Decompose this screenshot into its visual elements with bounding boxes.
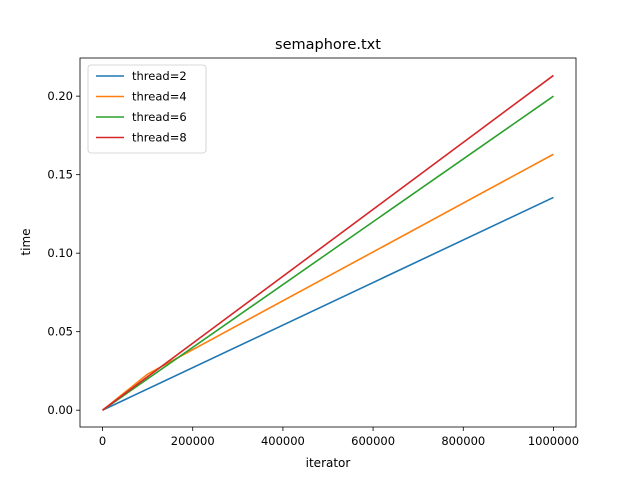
y-tick-label: 0.20	[47, 89, 73, 103]
x-tick-label: 800000	[441, 434, 485, 448]
x-tick-label: 600000	[351, 434, 395, 448]
x-axis-label: iterator	[306, 456, 351, 470]
axes: 0 200000 400000 600000 800000 1000000 0.00 0.05…	[47, 57, 579, 448]
y-tick-label: 0.05	[47, 325, 73, 339]
series-lines	[102, 74, 554, 411]
x-tick-label: 200000	[171, 434, 215, 448]
y-tick-label: 0.00	[47, 403, 73, 417]
legend: thread=2 thread=4 thread=6 thread=8	[87, 64, 207, 154]
plot-frame	[79, 57, 577, 428]
legend-label-4: thread=8	[132, 131, 187, 145]
legend-label-2: thread=4	[132, 90, 187, 104]
legend-label-3: thread=6	[132, 110, 187, 124]
x-tick-label: 0	[99, 434, 106, 448]
series-line-4	[102, 74, 554, 411]
legend-box	[87, 64, 207, 154]
y-axis-label: time	[19, 228, 33, 255]
legend-label-1: thread=2	[132, 69, 187, 83]
y-tick-label: 0.10	[47, 246, 73, 260]
y-tick-label: 0.15	[47, 168, 73, 182]
series-line-1	[102, 196, 554, 411]
x-tick-label: 400000	[261, 434, 305, 448]
chart-title: semaphore.txt	[275, 37, 381, 53]
series-line-3	[102, 95, 554, 411]
x-tick-label: 1000000	[528, 434, 579, 448]
